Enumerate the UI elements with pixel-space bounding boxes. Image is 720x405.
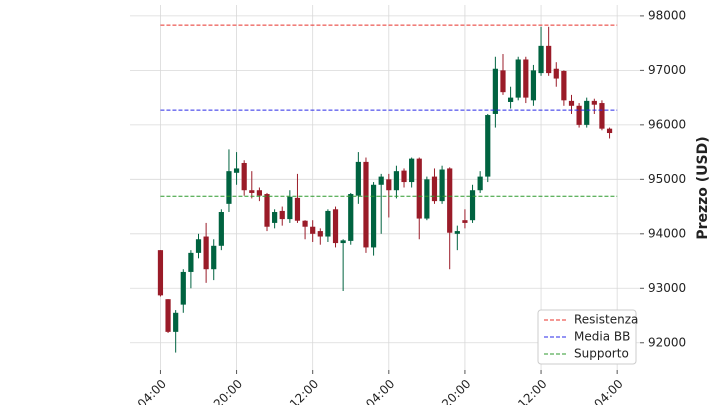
candle-body [355, 161, 361, 196]
candle-body [568, 100, 575, 106]
candle-body [500, 70, 506, 93]
candle-body [553, 68, 559, 79]
candle-body [424, 179, 430, 219]
candle-body [173, 312, 179, 332]
candle-body [378, 176, 384, 185]
y-tick-label: 93000 [648, 281, 686, 295]
candle-body [272, 212, 278, 223]
x-tick-label: 04:00 [591, 377, 625, 405]
candle-body [218, 212, 224, 246]
candle-body [431, 176, 438, 202]
candle-body [469, 190, 476, 221]
y-tick-label: 97000 [648, 63, 686, 77]
candle-body [401, 170, 407, 183]
candle-body [249, 190, 255, 193]
candle-body [294, 197, 301, 221]
y-tick-label: 95000 [648, 172, 686, 186]
candle-body [264, 194, 270, 227]
candle-body [492, 68, 498, 114]
candle-body [447, 168, 453, 233]
candle-body [256, 190, 263, 196]
x-tick-label: 20:00 [439, 377, 473, 405]
candle-body [530, 70, 537, 101]
candle-body [523, 59, 529, 98]
candle-body [515, 59, 521, 98]
candle-body [302, 220, 308, 227]
y-tick-label: 96000 [648, 117, 686, 131]
candle-body [157, 250, 164, 296]
candle-body [439, 169, 445, 202]
candle-body [546, 45, 552, 74]
candle-body [317, 231, 323, 237]
legend-box [537, 309, 637, 365]
candle-body [538, 45, 544, 74]
candle-body [226, 171, 232, 204]
candle-body [203, 236, 209, 270]
candle-body [393, 171, 400, 191]
y-axis-label: Prezzo (USD) [695, 136, 711, 239]
candle-body [386, 179, 392, 191]
candle-body [416, 158, 422, 219]
candle-body [310, 226, 316, 234]
x-tick-label: 12:00 [287, 377, 321, 405]
legend-label: Resistenza [574, 313, 638, 327]
candle-body [180, 271, 186, 305]
candle-body [233, 168, 240, 173]
x-tick-label: 20:00 [211, 377, 245, 405]
candle-body [477, 176, 483, 191]
y-tick-label: 98000 [648, 8, 686, 22]
candle-body [165, 299, 171, 332]
candle-body [348, 194, 354, 241]
candle-body [485, 115, 491, 177]
candle-body [599, 103, 605, 129]
candle-body [606, 128, 613, 134]
candle-body [325, 210, 331, 237]
legend-label: Supporto [574, 347, 629, 361]
candle-body [211, 245, 217, 270]
x-tick-label: 04:00 [135, 377, 169, 405]
candle-body [561, 70, 567, 101]
candle-body [462, 220, 468, 223]
candle-body [287, 196, 293, 220]
candle-body [332, 209, 339, 244]
candle-body [370, 184, 377, 248]
candle-body [591, 100, 597, 105]
candle-body [507, 97, 514, 102]
candle-body [241, 162, 247, 191]
candle-body [576, 105, 582, 125]
y-tick-label: 94000 [648, 226, 686, 240]
candle-body [188, 252, 194, 272]
candle-body [279, 210, 285, 220]
x-tick-label: 04:00 [363, 377, 397, 405]
x-tick-label: 12:00 [515, 377, 549, 405]
legend-label: Media BB [574, 330, 630, 344]
legend: Resistenza Media BB Supporto [537, 309, 638, 365]
candle-body [363, 161, 369, 248]
candle-body [454, 231, 460, 234]
y-tick-label: 92000 [648, 335, 686, 349]
candle-body [409, 158, 415, 183]
candle-body [584, 100, 590, 125]
candle-body [340, 240, 346, 244]
candle-body [195, 239, 202, 253]
